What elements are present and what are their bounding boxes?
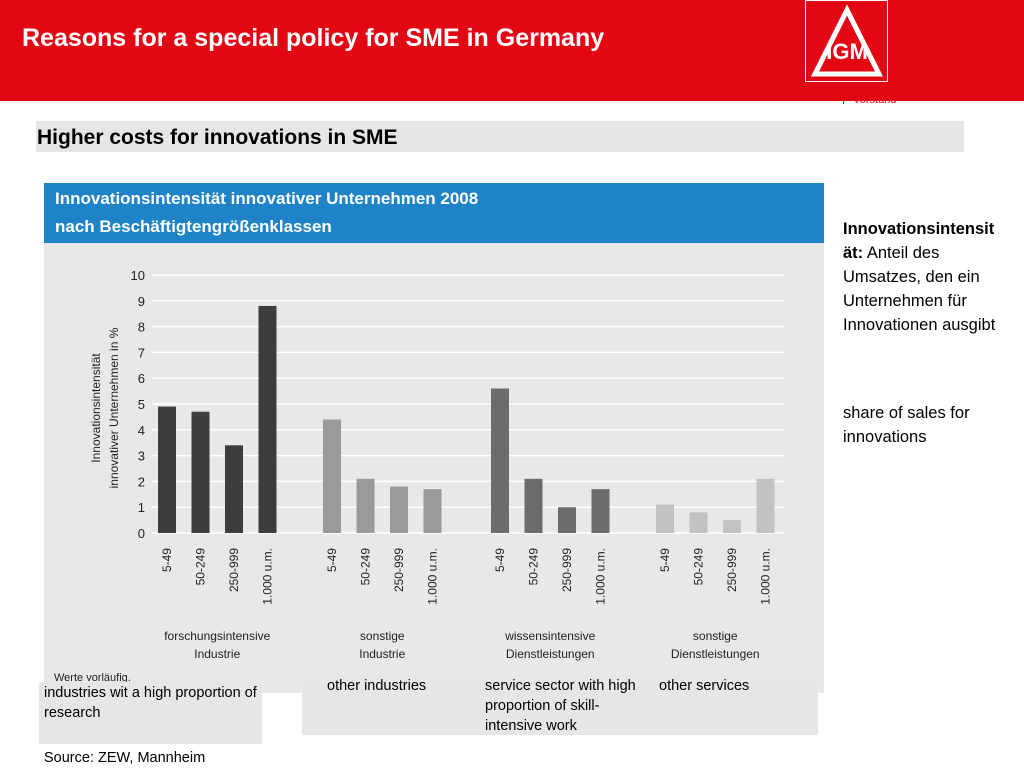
- x-tick-label: 250-999: [227, 548, 241, 592]
- bar: [423, 489, 442, 533]
- bar: [689, 512, 708, 533]
- y-tick-label: 9: [138, 294, 145, 309]
- x-tick-label: 1.000 u.m.: [426, 548, 440, 605]
- group-label: wissensintensive: [504, 629, 595, 643]
- vorstand-divider: [843, 88, 844, 104]
- subtitle-bar: [36, 121, 964, 152]
- side-note-term: Innovationsintensität:: [843, 220, 995, 262]
- chart-header: Innovationsintensität innovativer Untern…: [44, 183, 824, 243]
- x-tick-label: 1.000 u.m.: [594, 548, 608, 605]
- group-label: Industrie: [359, 647, 405, 661]
- bar: [191, 411, 210, 533]
- group-label: sonstige: [360, 629, 405, 643]
- group-label: Industrie: [194, 647, 240, 661]
- igm-logo: IGM: [805, 0, 888, 82]
- group-label: forschungsintensive: [164, 629, 270, 643]
- x-tick-label: 5-49: [160, 548, 174, 572]
- bar: [591, 489, 610, 533]
- bar-chart: 0 1 2 3 4 5 6 7 8 9 10 Innovationsintensität innovat…: [54, 268, 784, 684]
- chart-title-line1: Innovationsintensität innovativer Untern…: [55, 189, 479, 208]
- bar: [558, 507, 576, 533]
- y-tick-label: 7: [138, 345, 145, 360]
- x-tick-label: 250-999: [392, 548, 406, 592]
- y-tick-label: 5: [138, 397, 145, 412]
- translation-box-2: [302, 674, 818, 735]
- translation-group1: industries wit a high proportion of rese…: [44, 685, 257, 721]
- y-tick-label: 4: [138, 423, 145, 438]
- y-tick-label: 3: [138, 449, 145, 464]
- page-title: Reasons for a special policy for SME in …: [22, 24, 605, 52]
- x-tick-label: 5-49: [493, 548, 507, 572]
- x-tick-label: 250-999: [560, 548, 574, 592]
- chart-note: Werte vorläufig.: [54, 672, 131, 684]
- y-axis-label: Innovationsintensität innovativer Unterne…: [89, 327, 121, 488]
- chart-panel: Innovationsintensität innovativer Untern…: [44, 183, 824, 693]
- bar: [656, 504, 674, 533]
- y-tick-label: 1: [138, 500, 145, 515]
- x-tick-label: 50-249: [194, 548, 208, 586]
- bar: [390, 486, 408, 533]
- bar: [524, 478, 543, 533]
- x-tick-label: 50-249: [692, 548, 706, 586]
- section-subtitle: Higher costs for innovations in SME: [37, 126, 398, 149]
- y-tick-label: 10: [131, 268, 145, 283]
- side-note-definition: Anteil des Umsatzes, den ein Unternehmen…: [843, 244, 996, 334]
- x-tick-label: 1.000 u.m.: [261, 548, 275, 605]
- bar: [723, 520, 741, 533]
- group-label: Dienstleistungen: [671, 647, 760, 661]
- bar: [225, 445, 243, 533]
- x-tick-label: 1.000 u.m.: [759, 548, 773, 605]
- y-tick-label: 0: [138, 526, 145, 541]
- x-tick-label: 250-999: [725, 548, 739, 592]
- x-tick-label: 5-49: [325, 548, 339, 572]
- x-tick-label: 50-249: [527, 548, 541, 586]
- bar: [258, 305, 277, 533]
- bar: [491, 388, 509, 533]
- group-label: Dienstleistungen: [506, 647, 595, 661]
- y-tick-label: 2: [138, 474, 145, 489]
- y-tick-label: 8: [138, 320, 145, 335]
- x-tick-label: 50-249: [359, 548, 373, 586]
- side-note: Innovationsintensität: Anteil des Umsatz…: [843, 217, 1003, 337]
- bar: [158, 406, 176, 533]
- translation-group3: service sector with high proportion of s…: [485, 678, 636, 734]
- translation-group4: other services: [659, 678, 750, 694]
- side-note-translation: share of sales for innovations: [843, 404, 970, 446]
- vorstand-label: Vorstand: [853, 94, 897, 106]
- translation-group2: other industries: [327, 678, 427, 694]
- logo-text: IGM: [826, 39, 868, 64]
- bar: [756, 478, 775, 533]
- source-note: Source: ZEW, Mannheim: [44, 750, 206, 766]
- chart-title-line2: nach Beschäftigtengrößenklassen: [55, 217, 332, 236]
- translation-box-1: [39, 682, 262, 744]
- x-tick-label: 5-49: [658, 548, 672, 572]
- y-tick-label: 6: [138, 371, 145, 386]
- group-label: sonstige: [693, 629, 738, 643]
- igm-logo-icon: IGM: [810, 4, 884, 77]
- bar: [356, 478, 375, 533]
- bar: [323, 419, 341, 533]
- header-bar: Reasons for a special policy for SME in …: [0, 0, 1024, 101]
